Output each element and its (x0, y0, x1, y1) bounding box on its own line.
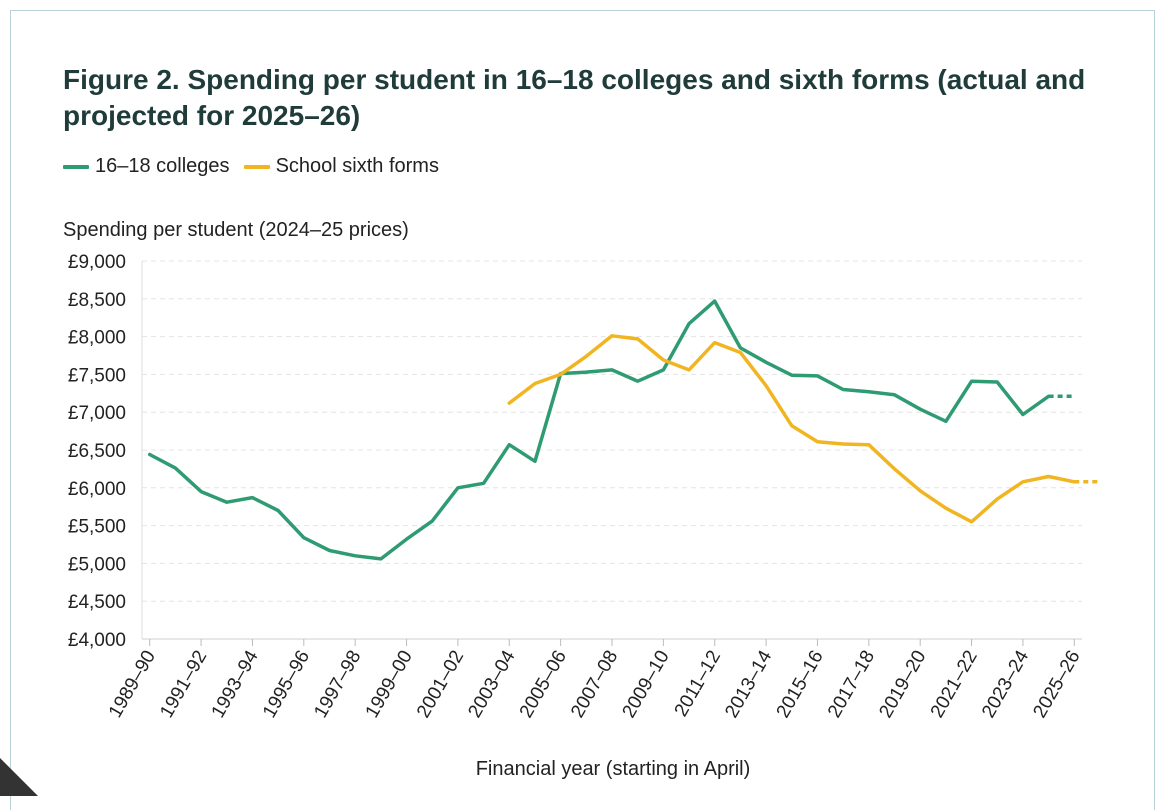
y-axis-title: Spending per student (2024–25 prices) (63, 219, 409, 241)
series-line-0 (147, 299, 1051, 561)
y-tick-label: £4,500 (68, 592, 126, 613)
corner-decoration (0, 758, 38, 796)
y-tick-label: £8,000 (68, 328, 126, 349)
grid-lines (142, 260, 1082, 602)
x-tick-label: 1993–94 (208, 647, 263, 722)
x-tick-label: 2001–02 (413, 647, 468, 722)
y-tick-label: £7,000 (68, 403, 126, 424)
legend-item-sixth-forms: School sixth forms (243, 155, 439, 178)
legend-swatch-sixth-forms (243, 164, 270, 169)
x-tick-label: 2019–20 (875, 647, 930, 722)
x-tick-label: 1999–00 (362, 647, 417, 722)
axes: £4,000 £4,500 £5,000 £5,500 £6,000 £6,500 £7,0… (68, 252, 1085, 722)
x-tick-label: 2021–22 (927, 647, 982, 722)
chart-legend: 16–18 colleges School sixth forms (63, 155, 453, 178)
x-tick-label: 2003–04 (464, 647, 519, 722)
x-tick-label: 1995–96 (259, 647, 314, 722)
x-tick-label: 2025–26 (1029, 647, 1084, 722)
series-line-1 (507, 334, 1077, 524)
legend-label-colleges: 16–18 colleges (95, 155, 230, 177)
y-tick-label: £5,000 (68, 554, 126, 575)
x-tick-label: 2023–24 (978, 647, 1033, 722)
y-tick-label: £8,500 (68, 290, 126, 311)
y-tick-label: £5,500 (68, 517, 126, 538)
x-tick-label: 2017–18 (824, 647, 879, 722)
x-tick-label: 2011–12 (671, 647, 725, 720)
y-tick-label: £6,500 (68, 441, 126, 462)
x-tick-label: 2007–08 (567, 647, 622, 722)
x-tick-label: 2013–14 (721, 647, 776, 722)
x-tick-label: 2009–10 (619, 647, 674, 722)
legend-swatch-colleges (63, 164, 89, 169)
x-tick-label: 2015–16 (773, 647, 828, 722)
legend-label-sixth-forms: School sixth forms (275, 155, 439, 177)
y-tick-label: £7,500 (68, 365, 126, 386)
x-tick-label: 1989–90 (105, 647, 160, 722)
y-tick-label: £9,000 (68, 252, 126, 273)
figure-frame (10, 10, 1155, 810)
x-tick-label: 2005–06 (516, 647, 571, 722)
x-tick-label: 1997–98 (310, 647, 365, 722)
legend-item-colleges: 16–18 colleges (63, 155, 230, 178)
chart-title: Figure 2. Spending per student in 16–18 … (63, 64, 1086, 131)
y-tick-label: £6,000 (68, 479, 126, 500)
y-tick-label: £4,000 (68, 630, 126, 651)
series-lines (147, 299, 1100, 561)
x-axis-title: Financial year (starting in April) (476, 758, 751, 780)
x-tick-label: 1991–92 (156, 647, 211, 722)
